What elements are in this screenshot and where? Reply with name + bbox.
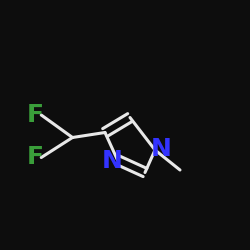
Text: F: F <box>26 146 44 170</box>
Text: N: N <box>102 149 123 173</box>
Text: F: F <box>26 103 44 127</box>
Text: N: N <box>151 137 172 161</box>
